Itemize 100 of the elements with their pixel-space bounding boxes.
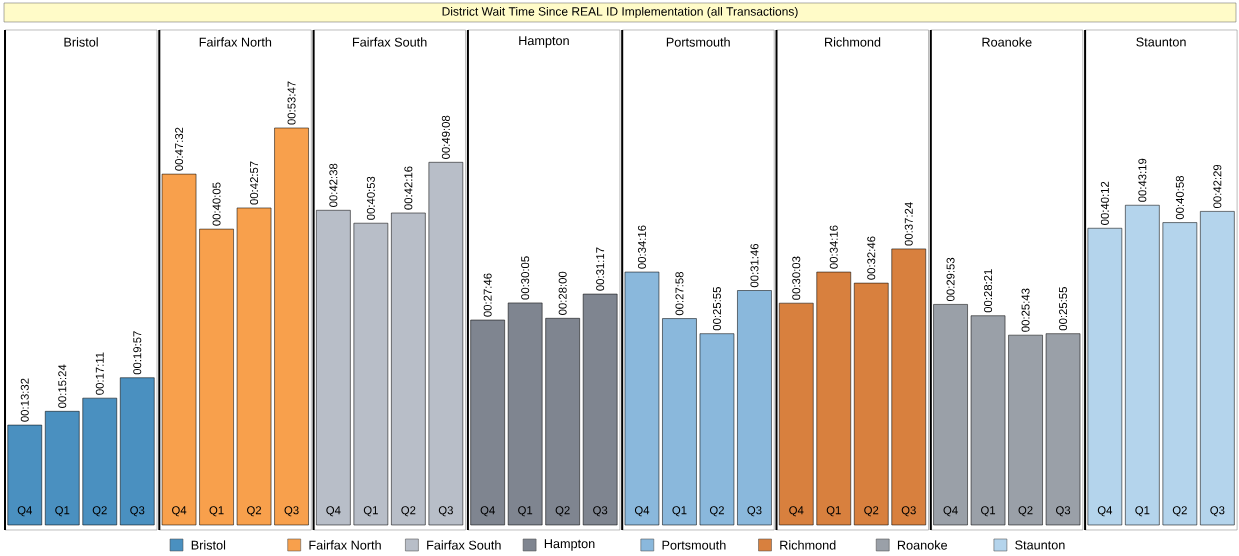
data-label: 00:42:16	[404, 166, 413, 210]
bar	[970, 315, 1006, 526]
chart-title: Portsmouth	[666, 37, 730, 47]
x-tick-label: Q3	[901, 506, 916, 517]
x-tick-label: Q1	[55, 506, 70, 517]
data-label: 00:13:32	[20, 378, 29, 422]
bar	[699, 333, 735, 526]
data-label: 00:34:16	[637, 225, 646, 269]
data-label: 00:49:08	[441, 115, 450, 159]
data-label: 00:17:11	[95, 352, 104, 395]
x-tick-label: Q3	[1210, 506, 1225, 517]
text: Staunton	[1015, 540, 1065, 550]
data-label: 00:40:58	[1175, 176, 1184, 220]
chart-title: Fairfax South	[352, 37, 427, 47]
x-tick-label: Q2	[709, 506, 724, 517]
x-tick-label: Q1	[1135, 506, 1150, 517]
data-label: 00:27:46	[483, 273, 492, 317]
chart-title: Richmond	[825, 37, 881, 47]
data-label: 00:34:16	[829, 225, 838, 269]
data-label: 00:15:24	[58, 364, 67, 408]
series-label: Richmond	[780, 540, 836, 550]
data-label: 00:47:32	[175, 127, 184, 171]
chart-title: Hampton	[519, 36, 569, 48]
series-label: Portsmouth	[662, 540, 726, 550]
bar	[353, 222, 389, 526]
x-tick-label: Q4	[634, 506, 650, 517]
bar	[274, 127, 309, 526]
bar	[545, 318, 580, 526]
data-label: 00:42:38	[329, 163, 338, 207]
series-label: Roanoke	[897, 540, 948, 550]
bar	[44, 411, 80, 526]
bar	[1008, 334, 1043, 526]
data-label: 00:42:29	[1213, 164, 1222, 209]
x-tick-label: Q4	[17, 506, 32, 517]
x-tick-label: Q3	[1056, 506, 1071, 517]
series-label: Hampton	[544, 539, 595, 551]
x-tick-label: Q1	[209, 506, 224, 517]
x-tick-label: Q1	[981, 506, 996, 517]
x-tick-label: Q4	[943, 506, 958, 517]
x-tick-label: Q4	[172, 506, 187, 517]
bar	[199, 228, 234, 526]
bar	[1162, 222, 1198, 526]
bar	[391, 212, 426, 526]
chart-title: Roanoke	[982, 37, 1032, 47]
data-label: 00:30:03	[792, 256, 801, 300]
series-label: Fairfax South	[427, 540, 501, 550]
bar	[1045, 333, 1081, 526]
x-tick-label: Q3	[438, 506, 453, 517]
data-label: 00:25:43	[1021, 288, 1030, 332]
x-tick-label: Q4	[789, 506, 804, 517]
x-tick-label: Q2	[92, 506, 107, 517]
data-label: 00:42:57	[250, 161, 259, 205]
bar	[582, 293, 618, 526]
data-label: 00:40:05	[212, 182, 221, 226]
x-tick-label: Q4	[326, 506, 341, 517]
x-tick-label: Q2	[1172, 506, 1187, 517]
data-label: 00:40:12	[1100, 181, 1109, 225]
x-tick-label: Q3	[747, 506, 762, 517]
data-label: 00:19:57	[133, 331, 142, 375]
bar	[428, 162, 464, 526]
data-label: 00:29:53	[946, 257, 955, 302]
text: Bristol	[191, 540, 226, 550]
data-label: 00:53:47	[287, 81, 296, 125]
series-label: Fairfax North	[309, 540, 381, 550]
chart-title: Fairfax North	[199, 37, 272, 47]
x-tick-label: Q2	[1018, 506, 1033, 517]
data-label: 00:40:53	[366, 176, 375, 220]
bar	[853, 282, 889, 526]
data-label: 00:25:55	[1059, 287, 1068, 331]
x-tick-label: Q3	[284, 506, 299, 517]
x-tick-label: Q2	[401, 506, 416, 517]
bar	[236, 207, 272, 526]
x-tick-label: Q1	[826, 506, 841, 517]
bar	[507, 302, 543, 526]
x-tick-label: Q1	[518, 506, 533, 517]
x-tick-label: Q2	[555, 506, 570, 517]
x-tick-label: Q3	[593, 506, 608, 517]
data-label: 00:31:17	[596, 247, 605, 291]
bar	[737, 290, 772, 526]
x-tick-label: Q1	[363, 506, 378, 517]
x-tick-label: Q2	[864, 506, 879, 517]
data-label: 00:31:46	[750, 243, 759, 288]
bar	[662, 318, 697, 526]
x-tick-label: Q3	[130, 506, 145, 517]
x-tick-label: Q1	[672, 506, 687, 517]
bar	[1125, 204, 1160, 526]
data-label: 00:37:24	[904, 202, 913, 246]
chart-title: Staunton	[1136, 37, 1186, 47]
chart-title: Bristol	[64, 37, 98, 47]
data-label: 00:43:19	[1138, 158, 1147, 202]
data-label: 00:32:46	[867, 236, 876, 280]
data-label: 00:30:05	[521, 256, 530, 300]
bar	[816, 271, 852, 526]
text: District Wait Time Since REAL ID Implementation (all Transactions)	[442, 6, 798, 19]
bar	[82, 397, 118, 526]
data-label: 00:27:58	[675, 272, 684, 316]
x-tick-label: Q4	[480, 506, 495, 517]
x-tick-label: Q2	[247, 506, 262, 517]
data-label: 00:25:55	[712, 287, 721, 331]
bar	[119, 377, 155, 526]
